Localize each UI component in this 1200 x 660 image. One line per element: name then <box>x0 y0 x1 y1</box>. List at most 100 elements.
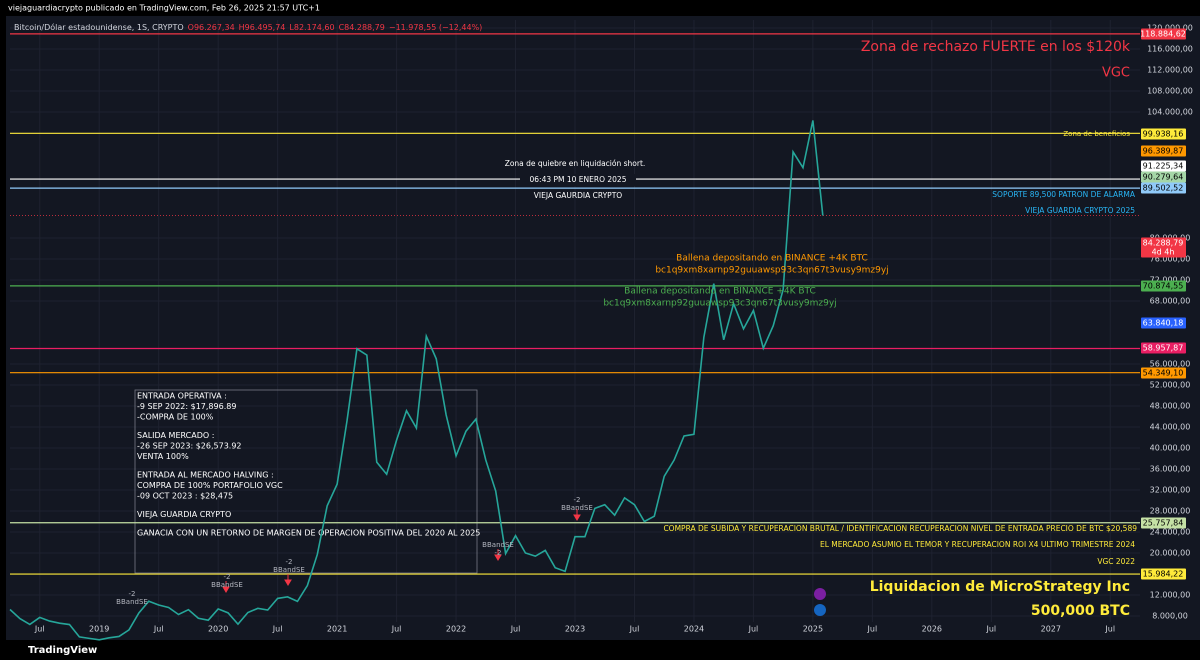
ohlc-value: −11.978,55 (−12,44%) <box>389 23 482 32</box>
text-box-line: ENTRADA OPERATIVA : <box>137 392 227 401</box>
signal-label: BBandSE <box>273 566 305 574</box>
x-tick-label: Jul <box>629 625 640 634</box>
price-label: 15.984,22 <box>1143 570 1184 579</box>
price-label: 90.279,64 <box>1143 173 1184 182</box>
signal-label: -2 <box>129 590 136 598</box>
price-label: 25.757,84 <box>1143 519 1184 528</box>
y-tick-label: 52.000,00 <box>1150 380 1191 389</box>
price-label-box <box>1141 280 1186 292</box>
annotation: Zona de beneficios <box>1063 130 1130 138</box>
y-tick-label: 120.000,00 <box>1147 24 1193 33</box>
annotation: Zona de quiebre en liquidación short. <box>505 159 646 168</box>
price-label: 70.874,55 <box>1143 282 1184 291</box>
price-label: 84.288,79 <box>1143 239 1184 248</box>
annotation: bc1q9xm8xarnp92guuawsp93c3qn67t3vusy9mz9… <box>603 299 836 309</box>
x-tick-label: 2026 <box>922 625 942 634</box>
price-label: 63.840,18 <box>1143 319 1184 328</box>
ohlc-value: L82.174,60 <box>289 23 334 32</box>
x-tick-label: 2022 <box>446 625 466 634</box>
price-label: 96.389,87 <box>1143 147 1184 156</box>
event-icon <box>814 588 826 600</box>
x-tick-label: 2025 <box>803 625 823 634</box>
text-box-line: VIEJA GUARDIA CRYPTO <box>137 510 231 519</box>
price-label-box <box>1141 160 1186 172</box>
y-tick-label: 76.000,00 <box>1150 255 1191 264</box>
price-label: 118.884,62 <box>1140 30 1186 39</box>
price-line <box>9 120 824 641</box>
price-label-box <box>1141 517 1186 529</box>
price-label: 58.957,87 <box>1143 344 1184 353</box>
annotation: Liquidacion de MicroStrategy Inc <box>870 579 1130 595</box>
chart-background <box>6 16 1200 640</box>
y-tick-label: 24.000,00 <box>1150 527 1191 536</box>
x-tick-label: 2021 <box>327 625 347 634</box>
x-tick-label: Jul <box>1104 625 1115 634</box>
text-box-line: -9 SEP 2022: $17,896.89 <box>137 402 236 411</box>
text-box-line: -26 SEP 2023: $26,573.92 <box>137 442 242 451</box>
y-tick-label: 44.000,00 <box>1150 422 1191 431</box>
y-tick-label: 68.000,00 <box>1150 297 1191 306</box>
price-label-box <box>1141 145 1186 157</box>
y-tick-label: 20.000,00 <box>1150 548 1191 557</box>
annotation: bc1q9xm8xarnp92guuawsp93c3qn67t3vusy9mz9… <box>655 266 888 276</box>
signal-label: BBandSE <box>116 598 148 606</box>
y-tick-label: 72.000,00 <box>1150 276 1191 285</box>
annotation: VIEJA GUARDIA CRYPTO 2025 <box>1025 206 1135 215</box>
ohlc-value: H96.495,74 <box>239 23 286 32</box>
text-box-line: -COMPRA DE 100% <box>137 413 214 422</box>
price-label-box <box>1141 171 1186 183</box>
price-label-box <box>1141 367 1186 379</box>
annotation: 06:43 PM 10 ENERO 2025 <box>530 175 627 184</box>
text-box-line: ENTRADA AL MERCADO HALVING : <box>137 471 274 480</box>
x-tick-label: Jul <box>510 625 521 634</box>
y-tick-label: 48.000,00 <box>1150 401 1191 410</box>
signal-label: BBandSE <box>211 581 243 589</box>
x-tick-label: Jul <box>272 625 283 634</box>
y-tick-label: 56.000,00 <box>1150 360 1191 369</box>
annotation: Ballena depositando en BINANCE +4K BTC <box>624 287 816 297</box>
annotation: 500,000 BTC <box>1031 603 1130 619</box>
x-tick-label: 2023 <box>565 625 585 634</box>
price-sublabel: 4d 4h <box>1152 248 1175 257</box>
signal-label: -2 <box>574 496 581 504</box>
y-tick-label: 40.000,00 <box>1150 443 1191 452</box>
signal-label: -2 <box>224 573 231 581</box>
price-label-box <box>1141 237 1186 258</box>
text-box-line: -09 OCT 2023 : $28,475 <box>137 492 233 501</box>
ohlc-value: O96.267,34 <box>188 23 235 32</box>
signal-arrow <box>284 574 292 586</box>
x-tick-label: 2019 <box>89 625 109 634</box>
price-label-box <box>1141 28 1186 40</box>
signal-arrow <box>222 581 230 593</box>
price-label: 99.938,16 <box>1143 130 1184 139</box>
signal-label: -2 <box>286 558 293 566</box>
signal-arrow <box>494 549 502 561</box>
text-box-line: SALIDA MERCADO : <box>137 431 214 440</box>
annotation: Zona de rechazo FUERTE en los $120k <box>861 39 1131 55</box>
price-label-box <box>1141 568 1186 580</box>
y-tick-label: 8.000,00 <box>1152 611 1188 620</box>
text-box-line: VENTA 100% <box>137 452 189 461</box>
ohlc-value: C84.288,79 <box>339 23 385 32</box>
price-label: 91.225,34 <box>1143 162 1184 171</box>
y-tick-label: 116.000,00 <box>1147 45 1193 54</box>
annotation: SOPORTE 89,500 PATRON DE ALARMA <box>992 190 1136 199</box>
signal-label: BBandSE <box>482 541 514 549</box>
signal-arrow <box>573 509 581 521</box>
text-box-line: COMPRA DE 100% PORTAFOLIO VGC <box>137 481 283 490</box>
x-tick-label: Jul <box>34 625 45 634</box>
y-tick-label: 12.000,00 <box>1150 590 1191 599</box>
price-label-box <box>1141 342 1186 354</box>
annotation: VGC 2022 <box>1097 557 1135 566</box>
x-tick-label: Jul <box>867 625 878 634</box>
annotation-bg <box>520 174 636 186</box>
symbol: Bitcoin/Dólar estadounidense, 1S, CRYPTO <box>14 22 184 32</box>
y-tick-label: 112.000,00 <box>1147 66 1193 75</box>
x-tick-label: Jul <box>748 625 759 634</box>
price-label: 89.502,52 <box>1143 184 1184 193</box>
text-box <box>134 389 478 574</box>
signal-label: -2 <box>495 549 502 557</box>
annotation: COMPRA DE SUBIDA Y RECUPERACION BRUTAL /… <box>663 524 1137 533</box>
brand: TradingView <box>28 645 97 656</box>
y-tick-label: 32.000,00 <box>1150 485 1191 494</box>
